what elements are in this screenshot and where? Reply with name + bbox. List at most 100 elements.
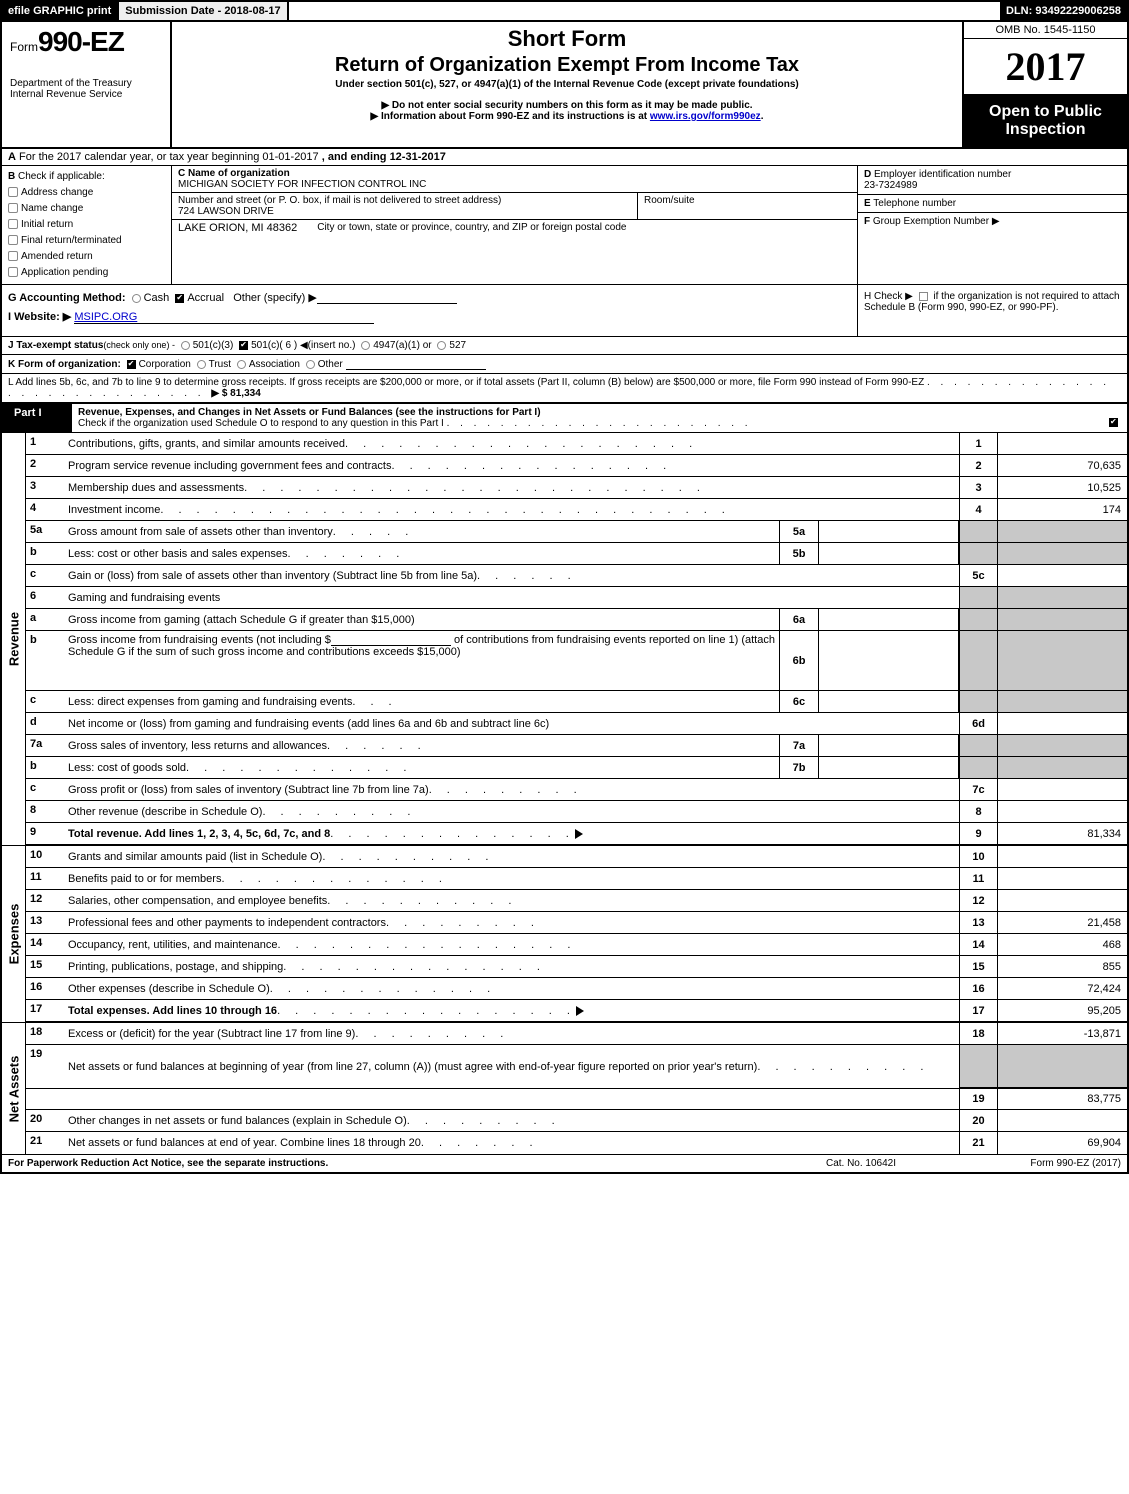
ln15-no: 15	[959, 956, 997, 977]
ln21-no: 21	[959, 1132, 997, 1154]
ln16-n: 16	[26, 978, 64, 999]
ln19-no-grey	[959, 1045, 997, 1088]
b-opt-0: Address change	[21, 187, 93, 198]
ln6b-blank[interactable]	[331, 634, 451, 646]
l-amount: ▶ $ 81,334	[211, 388, 260, 399]
chk-amended-return[interactable]	[8, 251, 18, 261]
ln6b-n: b	[26, 631, 64, 690]
ln4-no: 4	[959, 499, 997, 520]
chk-part1-schedule-o[interactable]	[1109, 418, 1118, 427]
ln11-amt	[997, 868, 1127, 889]
ln5c-d: Gain or (loss) from sale of assets other…	[68, 570, 477, 582]
info-link[interactable]: www.irs.gov/form990ez	[650, 111, 761, 122]
ln6a-n: a	[26, 609, 64, 630]
ln16-d: Other expenses (describe in Schedule O)	[68, 983, 270, 995]
section-b: B Check if applicable: Address change Na…	[2, 166, 172, 284]
radio-501c-checked[interactable]	[239, 341, 248, 350]
ln12-no: 12	[959, 890, 997, 911]
g-cash: Cash	[144, 292, 170, 304]
ln6a-val	[819, 609, 959, 630]
radio-501c3[interactable]	[181, 341, 190, 350]
ln21-d: Net assets or fund balances at end of ye…	[68, 1137, 421, 1149]
efile-label: efile GRAPHIC print	[2, 2, 119, 20]
ln14-d: Occupancy, rent, utilities, and maintena…	[68, 939, 278, 951]
section-h: H Check ▶ if the organization is not req…	[857, 285, 1127, 336]
ln19b-d	[64, 1088, 959, 1109]
info-line: ▶ Information about Form 990-EZ and its …	[176, 111, 958, 122]
ln6c-no-grey	[959, 691, 997, 712]
ln19-amt-grey	[997, 1045, 1127, 1088]
entity-block: B Check if applicable: Address change Na…	[0, 166, 1129, 285]
i-label: I Website: ▶	[8, 311, 71, 323]
c-name-label: C Name of organization	[178, 168, 290, 179]
ln7b-d: Less: cost of goods sold	[68, 762, 186, 774]
section-l: L Add lines 5b, 6c, and 7b to line 9 to …	[0, 374, 1129, 403]
ln6-no-grey	[959, 587, 997, 608]
footer-catno: Cat. No. 10642I	[761, 1158, 961, 1169]
section-f: F Group Exemption Number ▶	[858, 213, 1127, 284]
ln17-no: 17	[959, 1000, 997, 1021]
section-k: K Form of organization: Corporation Trus…	[0, 355, 1129, 374]
ln16-amt: 72,424	[997, 978, 1127, 999]
radio-trust[interactable]	[197, 360, 206, 369]
radio-assoc[interactable]	[237, 360, 246, 369]
radio-4947[interactable]	[361, 341, 370, 350]
ein-value: 23-7324989	[864, 180, 1121, 191]
b-opt-4: Amended return	[21, 251, 93, 262]
ln7a-n: 7a	[26, 735, 64, 756]
city-label: City or town, state or province, country…	[317, 222, 626, 234]
e-letter: E	[864, 198, 871, 209]
ln4-amt: 174	[997, 499, 1127, 520]
ln7a-val	[819, 735, 959, 756]
d-letter: D	[864, 169, 871, 180]
expenses-side-label: Expenses	[2, 846, 26, 1022]
ln6a-no-grey	[959, 609, 997, 630]
ln5c-amt	[997, 565, 1127, 586]
ln5a-no-grey	[959, 521, 997, 542]
chk-name-change[interactable]	[8, 203, 18, 213]
netassets-label: Net Assets	[6, 1055, 21, 1122]
ln20-d: Other changes in net assets or fund bala…	[68, 1115, 407, 1127]
part-1-title-text: Revenue, Expenses, and Changes in Net As…	[78, 407, 541, 418]
chk-corp-checked[interactable]	[127, 360, 136, 369]
chk-h[interactable]	[919, 292, 928, 301]
radio-cash[interactable]	[132, 294, 141, 303]
radio-527[interactable]	[437, 341, 446, 350]
chk-initial-return[interactable]	[8, 219, 18, 229]
section-a-ending: , and ending 12-31-2017	[322, 151, 446, 163]
g-other-blank[interactable]	[317, 292, 457, 304]
ln5b-val	[819, 543, 959, 564]
part-1-title: Revenue, Expenses, and Changes in Net As…	[72, 403, 1127, 432]
f-letter: F	[864, 216, 870, 227]
ln8-no: 8	[959, 801, 997, 822]
ln7b-n: b	[26, 757, 64, 778]
k-corp: Corporation	[139, 359, 191, 370]
arrow-icon	[575, 829, 583, 839]
ln6-d: Gaming and fundraising events	[68, 592, 220, 604]
ln19-no: 19	[959, 1088, 997, 1109]
radio-other[interactable]	[306, 360, 315, 369]
section-a-text: For the 2017 calendar year, or tax year …	[19, 151, 319, 163]
radio-accrual-checked[interactable]	[175, 294, 184, 303]
h-text1: H Check ▶	[864, 291, 913, 302]
irs: Internal Revenue Service	[10, 89, 162, 100]
ln6d-d: Net income or (loss) from gaming and fun…	[68, 718, 549, 730]
ln6b-sub: 6b	[779, 631, 819, 690]
ln4-d: Investment income	[68, 504, 160, 516]
ln1-amt	[997, 433, 1127, 454]
chk-final-return[interactable]	[8, 235, 18, 245]
website-link[interactable]: MSIPC.ORG	[74, 311, 137, 323]
chk-address-change[interactable]	[8, 187, 18, 197]
ln6b-no-grey	[959, 631, 997, 690]
j-o3: 4947(a)(1) or	[373, 340, 431, 351]
netassets-side-label: Net Assets	[2, 1023, 26, 1154]
short-form-title: Short Form	[176, 26, 958, 52]
ln7c-d: Gross profit or (loss) from sales of inv…	[68, 784, 429, 796]
chk-application-pending[interactable]	[8, 267, 18, 277]
ln10-n: 10	[26, 846, 64, 867]
ln14-no: 14	[959, 934, 997, 955]
k-other-blank[interactable]	[346, 358, 486, 370]
expenses-section: Expenses 10Grants and similar amounts pa…	[0, 845, 1129, 1022]
street-address: 724 LAWSON DRIVE	[178, 206, 631, 217]
ln5a-val	[819, 521, 959, 542]
